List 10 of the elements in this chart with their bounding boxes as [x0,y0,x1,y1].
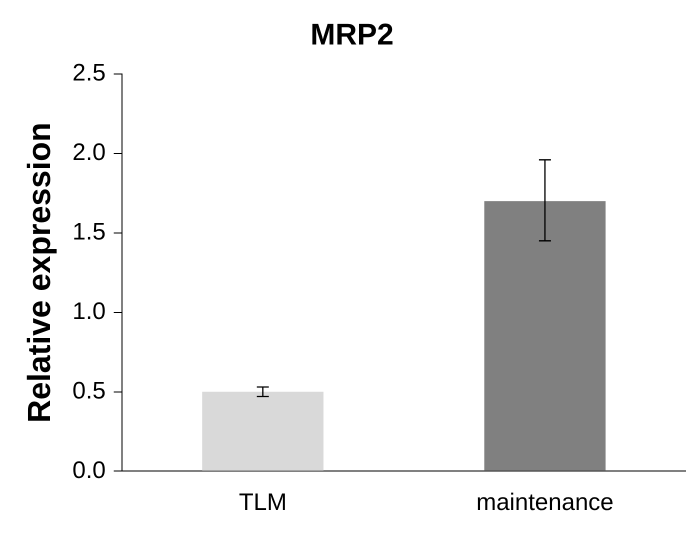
y-tick-label: 1.0 [72,298,106,325]
y-tick-label: 1.5 [72,218,106,246]
y-axis-title: Relative expression [21,122,58,423]
x-tick-label: TLM [238,489,287,516]
x-tick-label: maintenance [476,489,614,516]
y-tick-label: 0.0 [72,456,106,484]
chart-title: MRP2 [310,18,394,52]
y-tick-label: 2.5 [72,60,106,87]
y-tick-label: 0.5 [72,377,106,404]
y-tick-label: 2.0 [72,139,106,166]
